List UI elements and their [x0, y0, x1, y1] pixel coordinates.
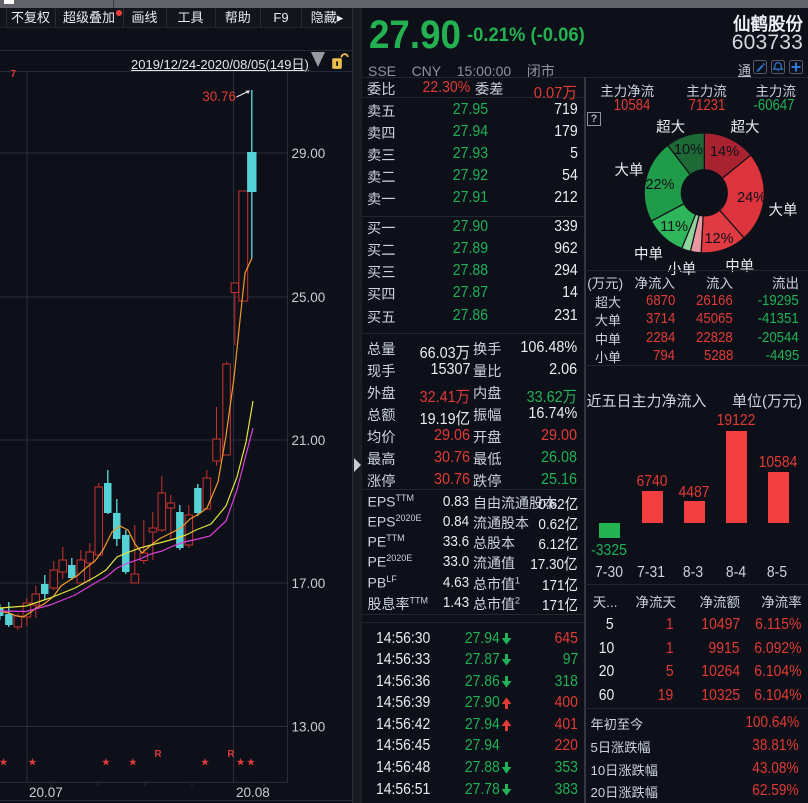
- svg-text:★: ★: [236, 757, 246, 769]
- svg-text:R: R: [227, 749, 235, 760]
- svg-text:R: R: [154, 749, 162, 760]
- svg-text:★: ★: [128, 757, 138, 769]
- svg-text:★: ★: [28, 757, 38, 769]
- svg-text:20.08: 20.08: [236, 785, 270, 800]
- svg-text:29.00: 29.00: [292, 146, 326, 161]
- svg-text:21.00: 21.00: [292, 433, 326, 448]
- svg-text:★: ★: [200, 757, 210, 769]
- svg-text:17.00: 17.00: [292, 576, 326, 591]
- svg-text:★: ★: [0, 757, 9, 769]
- svg-text:25.00: 25.00: [292, 290, 326, 305]
- svg-text:13.00: 13.00: [292, 720, 326, 735]
- svg-text:7: 7: [11, 69, 17, 80]
- svg-text:30.76: 30.76: [202, 89, 236, 104]
- svg-text:20.07: 20.07: [29, 785, 63, 800]
- svg-text:★: ★: [101, 757, 111, 769]
- svg-text:★: ★: [246, 757, 256, 769]
